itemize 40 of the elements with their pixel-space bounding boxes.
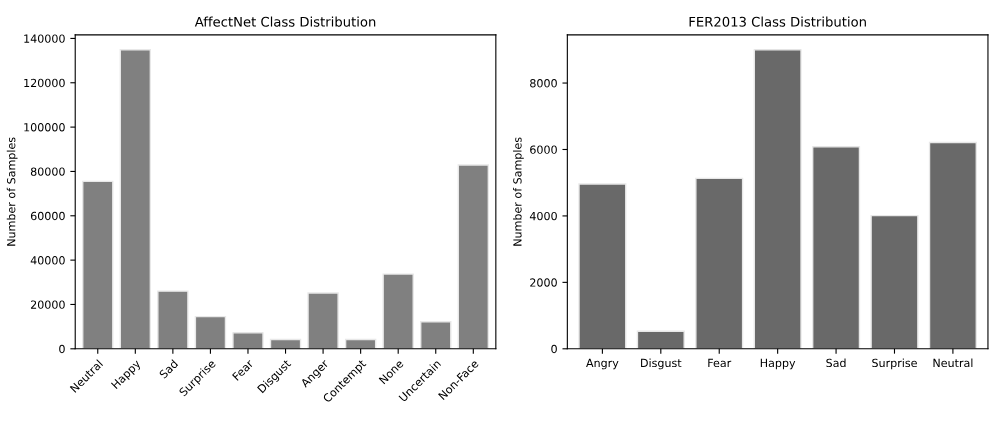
y-tick-label: 4000 bbox=[529, 211, 557, 221]
y-tick-label: 40000 bbox=[30, 256, 65, 265]
x-tick-label: Happy bbox=[760, 358, 796, 370]
x-tick-label: Sad bbox=[826, 358, 846, 368]
bar bbox=[753, 49, 802, 349]
y-axis-title: Number of Samples bbox=[6, 137, 18, 246]
bar bbox=[457, 164, 490, 349]
bar bbox=[636, 330, 685, 349]
y-tick-label: 140000 bbox=[24, 34, 65, 43]
y-tick-label: 120000 bbox=[24, 78, 65, 88]
bar bbox=[307, 292, 339, 349]
chart-title: AffectNet Class Distribution bbox=[194, 16, 376, 27]
bar bbox=[82, 180, 114, 349]
bar bbox=[420, 321, 452, 349]
chart-title: FER2013 Class Distribution bbox=[689, 16, 866, 27]
bar bbox=[870, 214, 919, 349]
x-tick-label: Disgust bbox=[641, 358, 682, 370]
bar bbox=[232, 332, 264, 349]
y-axis-title: Number of Samples bbox=[513, 137, 524, 246]
x-tick-label: Neutral bbox=[933, 358, 973, 368]
bar bbox=[382, 273, 414, 349]
x-tick-label: Fear bbox=[708, 358, 732, 368]
bar bbox=[928, 141, 977, 349]
y-tick-label: 80000 bbox=[30, 167, 65, 176]
y-tick-label: 2000 bbox=[530, 278, 557, 287]
bar bbox=[119, 49, 152, 349]
y-tick-label: 20000 bbox=[30, 300, 65, 309]
y-tick-label: 60000 bbox=[30, 211, 65, 221]
bar bbox=[194, 315, 227, 349]
bar bbox=[812, 146, 861, 349]
y-tick-label: 0 bbox=[59, 344, 65, 354]
y-tick-label: 0 bbox=[551, 344, 557, 354]
x-tick-label: Surprise bbox=[872, 358, 917, 370]
bar bbox=[695, 177, 744, 349]
y-tick-label: 6000 bbox=[530, 145, 557, 154]
x-tick-label: Angry bbox=[586, 358, 619, 370]
bar bbox=[157, 290, 189, 349]
y-tick-label: 8000 bbox=[530, 79, 557, 88]
bar bbox=[578, 183, 627, 349]
y-tick-label: 100000 bbox=[24, 123, 65, 132]
